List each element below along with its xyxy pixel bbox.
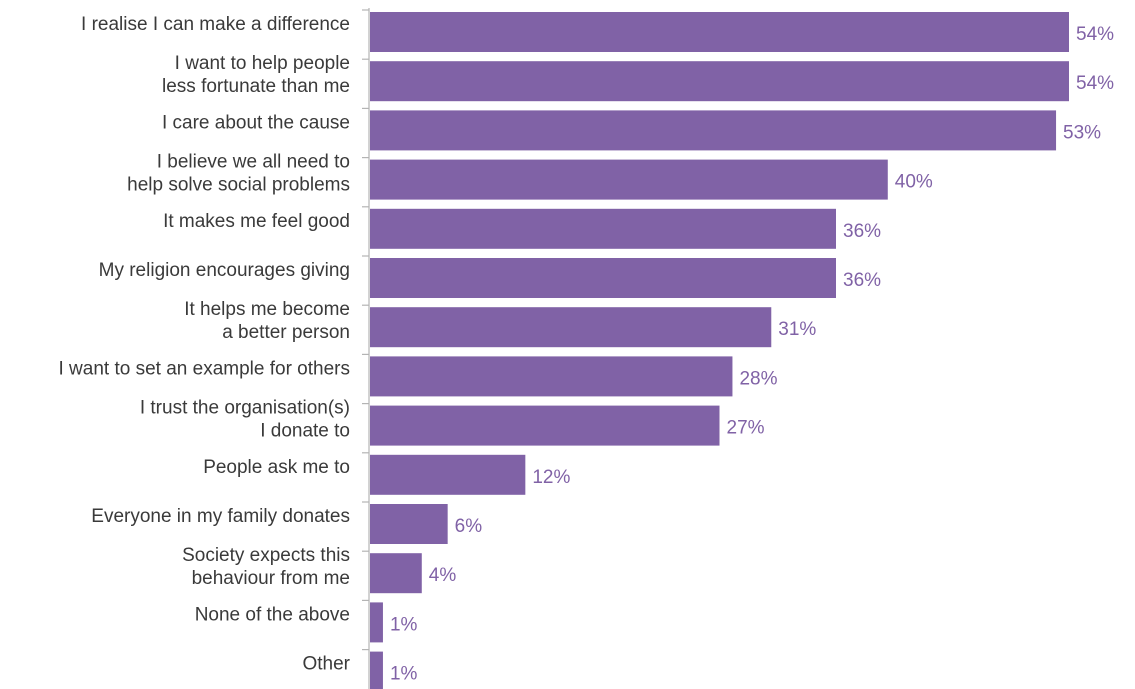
category-label-line: People ask me to: [203, 457, 350, 478]
category-label-line: None of the above: [195, 604, 350, 625]
category-label: My religion encourages giving: [99, 260, 350, 281]
value-label: 12%: [532, 467, 570, 488]
value-label: 31%: [778, 319, 816, 340]
value-labels: 54% 54% 53% 40% 36% 36% 31% 28% 27% 12% 6% 4% 1% 1%: [390, 24, 1114, 685]
value-label: 28%: [739, 368, 777, 389]
category-label-line: I donate to: [260, 421, 350, 442]
category-label-line: help solve social problems: [127, 175, 350, 196]
category-label: It makes me feel good: [163, 211, 350, 232]
value-label: 4%: [429, 565, 457, 586]
category-label-line: Society expects this: [182, 545, 350, 566]
bar: [370, 356, 733, 397]
value-label: 36%: [843, 221, 881, 242]
value-label: 40%: [895, 172, 933, 193]
category-label-line: My religion encourages giving: [99, 260, 350, 281]
bar: [370, 110, 1057, 151]
category-label: I want to help people less fortunate than…: [162, 53, 350, 97]
bar: [370, 12, 1069, 52]
category-label-line: I want to help people: [175, 53, 350, 74]
category-label-line: less fortunate than me: [162, 76, 350, 97]
value-label: 27%: [727, 418, 765, 439]
bar: [370, 553, 422, 594]
value-label: 6%: [455, 516, 483, 537]
category-label-line: I believe we all need to: [157, 152, 350, 173]
category-label: I trust the organisation(s) I donate to: [140, 398, 350, 442]
category-label: Society expects this behaviour from me: [182, 545, 350, 589]
bars: [370, 12, 1069, 689]
bar: [370, 307, 772, 348]
category-label: Everyone in my family donates: [91, 506, 350, 527]
category-label-line: I realise I can make a difference: [81, 14, 350, 35]
category-label: I care about the cause: [162, 112, 350, 133]
category-label: I believe we all need to help solve socia…: [127, 152, 350, 196]
category-label-line: Everyone in my family donates: [91, 506, 350, 527]
category-label-line: I want to set an example for others: [59, 358, 351, 379]
category-label: None of the above: [195, 604, 350, 625]
value-label: 54%: [1076, 24, 1114, 45]
value-label: 1%: [390, 614, 418, 635]
bar: [370, 651, 383, 689]
category-label-line: It makes me feel good: [163, 211, 350, 232]
axis-ticks: [362, 9, 369, 651]
bar: [370, 405, 720, 446]
bar: [370, 602, 383, 643]
category-label: People ask me to: [203, 457, 350, 478]
value-label: 53%: [1063, 122, 1101, 143]
bar: [370, 159, 888, 200]
bar: [370, 258, 836, 298]
category-label: I realise I can make a difference: [81, 14, 350, 35]
value-label: 1%: [390, 664, 418, 685]
category-label: It helps me become a better person: [184, 299, 350, 343]
bar: [370, 454, 526, 495]
category-label-line: I care about the cause: [162, 112, 350, 133]
bar: [370, 208, 836, 249]
value-label: 36%: [843, 270, 881, 291]
category-label-line: I trust the organisation(s): [140, 398, 350, 419]
category-label-line: a better person: [222, 322, 350, 343]
category-label: Other: [302, 654, 350, 675]
category-label-line: It helps me become: [184, 299, 350, 320]
bar: [370, 61, 1069, 102]
category-label-line: Other: [302, 654, 350, 675]
category-label-line: behaviour from me: [192, 568, 350, 589]
value-label: 54%: [1076, 73, 1114, 94]
category-label: I want to set an example for others: [59, 358, 351, 379]
bar: [370, 504, 448, 544]
category-labels: I realise I can make a difference I want …: [59, 14, 351, 675]
